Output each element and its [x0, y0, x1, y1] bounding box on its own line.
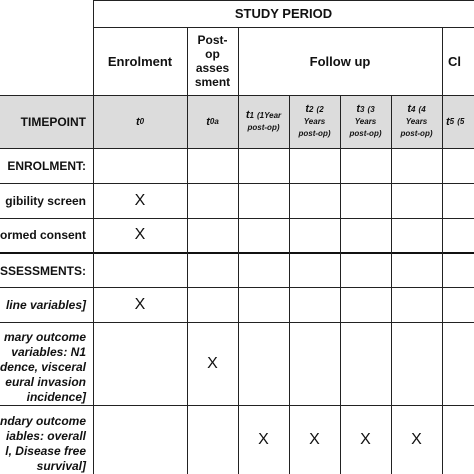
line-below-assessments-header [0, 287, 474, 288]
t3-subscript: 3 [360, 105, 365, 114]
line-below-baseline [0, 322, 474, 323]
row-eligibility-screen: gibility screen [5, 193, 86, 208]
t0a-subscript: 0a [209, 116, 219, 126]
mark-eligibility-t0: X [134, 191, 146, 209]
line-col-t2-right [340, 95, 341, 474]
mark-primary-t0a: X [207, 354, 218, 372]
postop-heading-line1: Post- [197, 33, 228, 47]
t4-letter: t [407, 103, 412, 115]
line-below-eligibility [0, 218, 474, 219]
timepoint-t1: t1 (1Year post-op) [238, 95, 289, 148]
close-out-heading-partial: Cl [448, 53, 461, 69]
timepoint-t0a: t 0a [187, 95, 238, 148]
postop-heading-line3: asses [195, 61, 230, 75]
t0-letter: t [135, 115, 140, 128]
mark-secondary-t4: X [411, 430, 422, 448]
t2-subscript: 2 [309, 105, 314, 114]
primary-line2: variables: N1 [11, 345, 86, 359]
timepoint-t3: t3 (3 Years post-op) [340, 95, 391, 148]
line-col-enrolment-right [187, 27, 188, 474]
line-below-primary [0, 405, 474, 406]
line-below-study-period [93, 27, 474, 28]
t5-letter: t [446, 115, 450, 128]
mark-secondary-t2: X [309, 430, 320, 448]
row-enrolment-header: ENROLMENT: [7, 158, 86, 173]
line-col-t4-right [442, 27, 443, 474]
timepoint-row-background [0, 95, 474, 148]
t1-note-b: post-op) [247, 123, 280, 132]
line-below-timepoint [0, 148, 474, 149]
secondary-line3: l, Disease free [5, 444, 86, 458]
t2-letter: t [305, 103, 310, 115]
primary-line4: eural invasion [5, 375, 86, 389]
t4-note-c: post-op) [400, 129, 433, 138]
line-above-timepoint [0, 95, 474, 96]
postop-heading-line2: op [205, 47, 220, 61]
secondary-line1: ndary outcome [0, 414, 86, 428]
timepoint-t2: t2 (2 Years post-op) [289, 95, 340, 148]
t0a-letter: t [206, 115, 210, 128]
postop-assessment-heading: Post- op asses sment [187, 27, 238, 95]
t3-letter: t [356, 103, 361, 115]
secondary-line2: iables: overall [5, 429, 86, 443]
row-baseline-variables: line variables] [5, 297, 86, 312]
primary-line3: dence, visceral [0, 360, 86, 374]
enrolment-heading: Enrolment [107, 53, 173, 69]
primary-line5: incidence] [26, 390, 86, 404]
line-top [93, 0, 474, 1]
postop-heading-line4: sment [194, 75, 231, 89]
t5-subscript: 5 [449, 116, 455, 126]
t3-note-c: post-op) [349, 129, 382, 138]
row-assessments-header: SSESSMENTS: [0, 263, 86, 278]
t4-note-a: (4 [418, 105, 426, 114]
t2-note-b: Years [303, 117, 326, 126]
t1-letter: t [245, 109, 250, 121]
row-primary-outcome: mary outcome variables: N1 dence, viscer… [0, 322, 86, 405]
line-col-t3-right [391, 95, 392, 474]
mark-secondary-t1: X [258, 430, 269, 448]
mark-baseline-t0: X [134, 295, 146, 313]
t2-note-a: (2 [316, 105, 324, 114]
t4-subscript: 4 [411, 105, 416, 114]
row-secondary-outcome: ndary outcome iables: overall l, Disease… [0, 405, 86, 474]
primary-line1: mary outcome [3, 330, 86, 344]
t0-subscript: 0 [139, 116, 145, 126]
follow-up-heading: Follow up [309, 53, 371, 69]
t3-note-a: (3 [367, 105, 375, 114]
line-col-t1-right [289, 95, 290, 474]
secondary-line4: survival] [36, 459, 86, 473]
timepoint-t4: t4 (4 Years post-op) [391, 95, 442, 148]
t1-subscript: 1 [249, 111, 254, 120]
t1-note-a: (1Year [257, 111, 282, 120]
line-below-enrolment-header [0, 183, 474, 184]
timepoint-label: TIMEPOINT [20, 114, 86, 129]
t3-note-b: Years [354, 117, 377, 126]
mark-secondary-t3: X [360, 430, 371, 448]
line-col-label-right [93, 0, 94, 474]
t5-note: (5 [457, 116, 465, 126]
t2-note-c: post-op) [298, 129, 331, 138]
t4-note-b: Years [405, 117, 428, 126]
line-below-consent [0, 252, 474, 254]
study-period-heading: STUDY PERIOD [234, 6, 333, 21]
row-informed-consent: ormed consent [0, 228, 86, 242]
mark-consent-t0: X [134, 226, 146, 243]
line-col-postop-right [238, 27, 239, 474]
